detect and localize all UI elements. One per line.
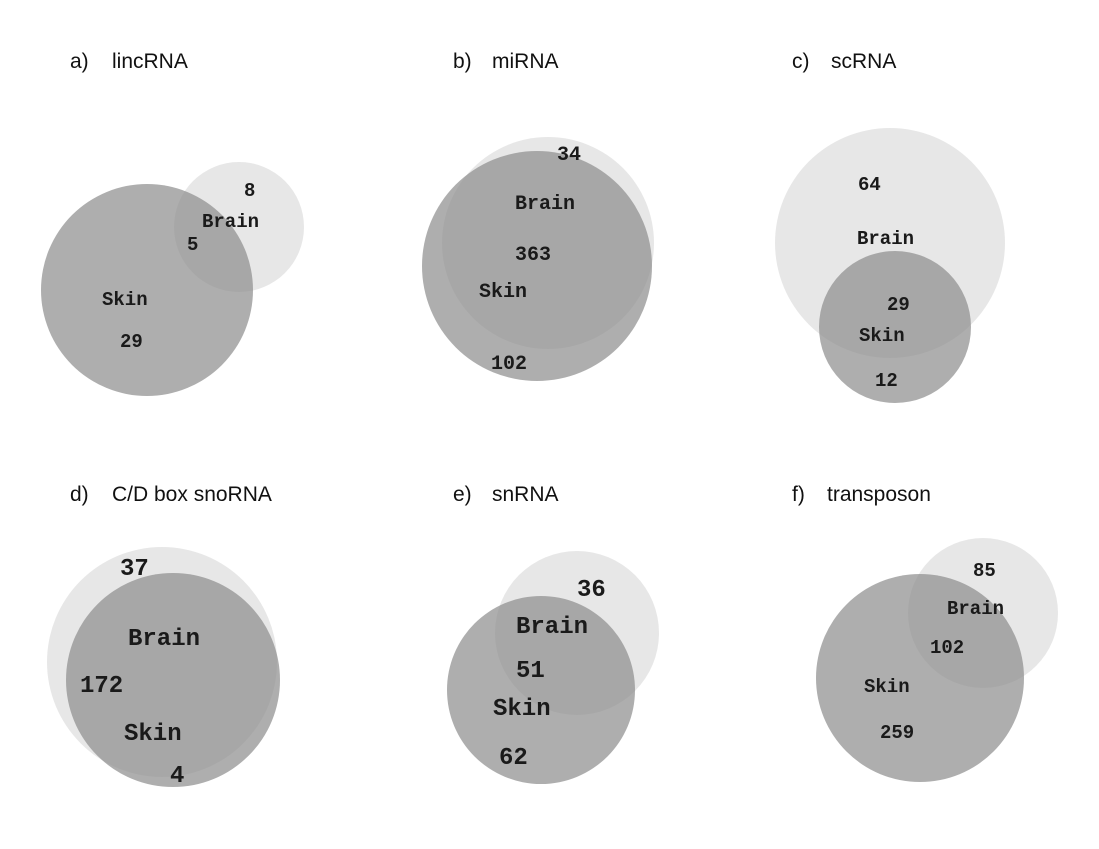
panel-d-letter: d) bbox=[70, 483, 89, 506]
panel-b-shared-count: 363 bbox=[515, 244, 551, 267]
panel-b: b) miRNA 34 Brain 363 Skin 102 bbox=[422, 50, 654, 381]
panel-e: e) snRNA 36 Brain 51 Skin 62 bbox=[447, 483, 659, 784]
panel-b-skin-circle bbox=[422, 151, 652, 381]
panel-a-letter: a) bbox=[70, 50, 89, 73]
panel-f: f) transposon 85 Brain 102 Skin 259 bbox=[792, 483, 1058, 782]
panel-f-skin-only-count: 259 bbox=[880, 722, 914, 744]
panel-e-brain-only-count: 36 bbox=[577, 577, 606, 604]
panel-b-letter: b) bbox=[453, 50, 472, 73]
panel-c-brain-only-count: 64 bbox=[858, 174, 881, 196]
panel-f-skin-circle bbox=[816, 574, 1024, 782]
panel-f-shared-count: 102 bbox=[930, 637, 964, 659]
panel-a-brain-label: Brain bbox=[202, 211, 259, 233]
panel-e-skin-only-count: 62 bbox=[499, 745, 528, 772]
panel-d-skin-circle bbox=[66, 573, 280, 787]
panel-b-title: miRNA bbox=[492, 50, 559, 73]
panel-a-shared-count: 5 bbox=[187, 234, 198, 256]
panel-f-brain-label: Brain bbox=[947, 598, 1004, 620]
panel-d-brain-only-count: 37 bbox=[120, 556, 149, 583]
panel-a-skin-only-count: 29 bbox=[120, 331, 143, 353]
panel-c-title: scRNA bbox=[831, 50, 896, 73]
panel-e-shared-count: 51 bbox=[516, 658, 545, 685]
panel-c-shared-count: 29 bbox=[887, 294, 910, 316]
panel-b-skin-label: Skin bbox=[479, 281, 527, 304]
panel-e-letter: e) bbox=[453, 483, 472, 506]
panel-c-skin-label: Skin bbox=[859, 325, 905, 347]
panel-d-brain-label: Brain bbox=[128, 626, 200, 653]
panel-c-brain-label: Brain bbox=[857, 228, 914, 250]
panel-e-title: snRNA bbox=[492, 483, 559, 506]
panel-e-skin-label: Skin bbox=[493, 696, 551, 723]
panel-a-skin-label: Skin bbox=[102, 289, 148, 311]
panel-d-skin-only-count: 4 bbox=[170, 763, 184, 790]
panel-c-letter: c) bbox=[792, 50, 810, 73]
panel-b-skin-only-count: 102 bbox=[491, 353, 527, 376]
panel-d-skin-label: Skin bbox=[124, 721, 182, 748]
panel-c-skin-only-count: 12 bbox=[875, 370, 898, 392]
panel-f-letter: f) bbox=[792, 483, 805, 506]
panel-d: d) C/D box snoRNA 37 Brain 172 Skin 4 bbox=[47, 483, 280, 790]
panel-d-title: C/D box snoRNA bbox=[112, 483, 272, 506]
panel-f-title: transposon bbox=[827, 483, 931, 506]
panel-d-shared-count: 172 bbox=[80, 673, 123, 700]
panel-a: a) lincRNA 8 Brain 5 Skin 29 bbox=[41, 50, 304, 396]
panel-f-skin-label: Skin bbox=[864, 676, 910, 698]
panel-c: c) scRNA 64 Brain 29 Skin 12 bbox=[775, 50, 1005, 403]
panel-e-brain-label: Brain bbox=[516, 614, 588, 641]
panel-f-brain-only-count: 85 bbox=[973, 560, 996, 582]
panel-a-brain-only-count: 8 bbox=[244, 180, 255, 202]
panel-c-skin-circle bbox=[819, 251, 971, 403]
panel-a-skin-circle bbox=[41, 184, 253, 396]
panel-b-brain-only-count: 34 bbox=[557, 144, 581, 167]
panel-b-brain-label: Brain bbox=[515, 193, 575, 216]
panel-e-skin-circle bbox=[447, 596, 635, 784]
panel-a-title: lincRNA bbox=[112, 50, 188, 73]
